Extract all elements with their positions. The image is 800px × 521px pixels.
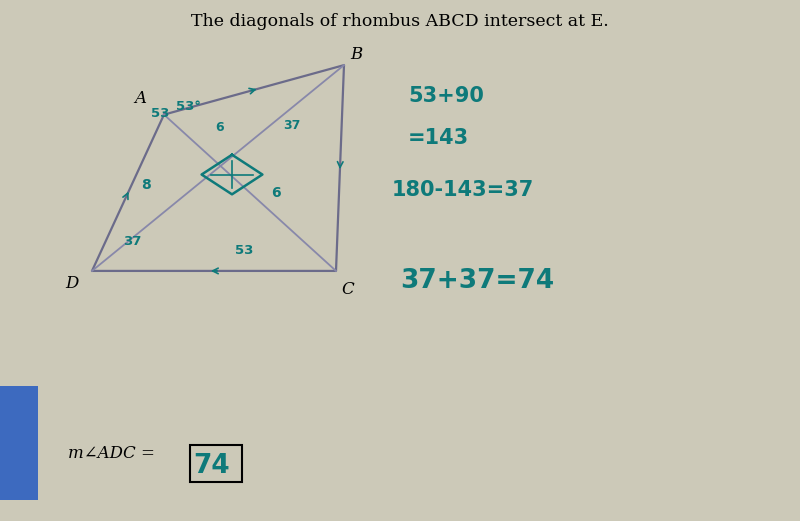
Text: 53+90: 53+90 bbox=[408, 86, 484, 106]
Text: D: D bbox=[66, 276, 78, 292]
Text: A: A bbox=[134, 91, 146, 107]
Text: 180-143=37: 180-143=37 bbox=[392, 180, 534, 200]
Text: The diagonals of rhombus ABCD intersect at E.: The diagonals of rhombus ABCD intersect … bbox=[191, 13, 609, 30]
Text: 37: 37 bbox=[283, 119, 301, 131]
Text: 53: 53 bbox=[235, 244, 253, 256]
Text: B: B bbox=[350, 46, 362, 63]
Text: 53: 53 bbox=[151, 107, 169, 120]
Text: m∠ADC =: m∠ADC = bbox=[68, 445, 155, 462]
Text: 37: 37 bbox=[123, 235, 141, 247]
Text: 37+37=74: 37+37=74 bbox=[400, 268, 554, 294]
Bar bbox=[190, 445, 242, 482]
Text: 53°: 53° bbox=[175, 101, 201, 113]
Bar bbox=[0, 386, 38, 500]
Text: C: C bbox=[342, 281, 354, 297]
Text: =143: =143 bbox=[408, 128, 469, 148]
Text: 6: 6 bbox=[271, 186, 281, 200]
Text: 8: 8 bbox=[142, 178, 151, 192]
Text: 74: 74 bbox=[194, 453, 230, 479]
Text: 6: 6 bbox=[216, 121, 224, 134]
